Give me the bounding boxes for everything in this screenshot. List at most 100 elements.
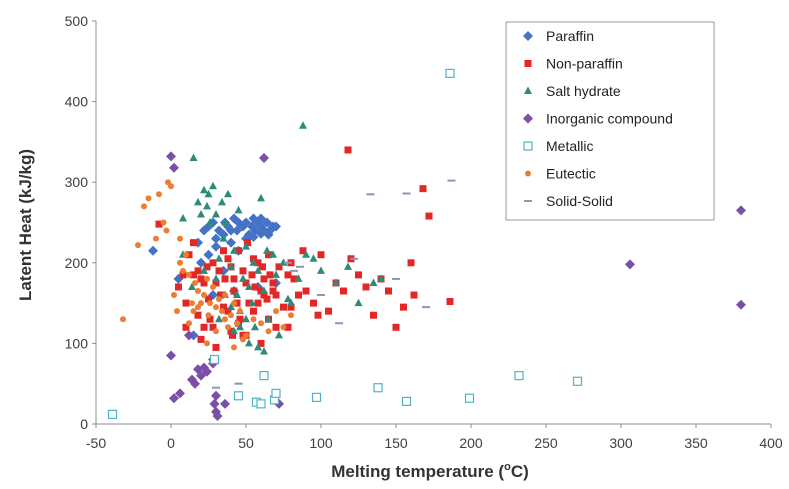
legend-item: Solid-Solid [524,193,613,209]
data-point [207,300,213,307]
x-axis-title-tail: C) [511,462,529,481]
data-point [265,328,272,335]
x-tick-label: 350 [684,435,708,451]
data-point [212,386,220,389]
data-point [310,299,317,307]
data-point [148,245,158,256]
data-point [190,308,197,315]
data-point [241,217,251,228]
data-point [464,393,475,403]
data-point [222,292,228,299]
data-point [272,270,280,278]
data-point [232,225,242,236]
y-tick-label: 100 [65,335,89,351]
data-point [220,303,227,311]
data-point [249,258,258,266]
x-axis-title-main: Melting temperature ( [331,462,504,481]
data-point [280,303,287,311]
data-point [256,399,266,409]
data-point [215,254,223,262]
data-point [236,322,244,331]
data-point [212,209,220,218]
data-point [239,274,247,282]
data-point [260,291,268,299]
data-point [257,287,265,295]
data-point [183,251,189,258]
data-point [239,267,247,275]
series-inorganic-compound [166,151,746,421]
x-tick-label: 250 [534,435,558,451]
data-point [245,299,253,307]
data-point [169,162,179,173]
data-point [186,271,192,278]
tick-labels: -50 0 50 100 150 200 250 300 350 400 0 100 200 300 400… [65,13,783,451]
y-tick-label: 200 [65,255,89,271]
data-point [256,228,266,239]
data-point [242,279,250,287]
data-point [120,316,126,323]
data-point [156,191,162,198]
data-point [355,271,362,279]
data-point [273,308,279,315]
data-point [233,391,244,401]
legend-marker [523,141,533,151]
data-point [385,287,392,295]
data-point [177,235,183,242]
x-axis-title: Melting temperature (oC) [331,461,529,481]
data-point [234,382,243,385]
data-point [275,330,283,339]
data-point [625,259,635,270]
data-point [263,295,271,303]
data-point [250,307,257,315]
data-point [311,392,322,403]
x-axis-title-superscript: o [504,461,511,473]
data-point [205,295,212,303]
legend-marker [524,86,532,94]
data-point [219,308,225,315]
data-point [234,320,240,327]
data-point [514,371,524,381]
data-point [256,213,266,224]
series-metallic [107,68,583,419]
legend-marker [524,200,532,202]
data-point [254,266,262,274]
data-point [196,370,206,381]
data-point [206,315,214,323]
data-point [209,259,217,267]
data-point [212,279,220,287]
x-tick-label: 0 [167,435,175,451]
data-point [244,239,251,247]
series-non-paraffin [155,146,454,351]
data-point [354,298,363,307]
data-point [410,291,418,299]
data-point [220,247,227,255]
data-point [572,376,583,386]
data-point [175,388,185,399]
legend-marker [524,60,532,67]
data-point [296,265,304,268]
data-point [163,227,170,234]
legend-marker [523,113,533,124]
data-point [234,205,243,214]
y-tick-label: 400 [65,94,89,110]
data-point [219,234,228,242]
data-point [182,323,190,331]
data-point [204,275,210,282]
data-point [210,283,216,290]
data-point [221,275,229,283]
data-point [174,308,180,315]
data-point [288,312,294,319]
data-point [230,246,238,254]
data-point [248,298,256,307]
data-point [203,201,211,210]
legend-item: Eutectic [525,166,596,182]
data-point [194,267,202,275]
data-point [226,237,236,248]
data-point [295,291,302,299]
data-point [248,271,256,279]
data-point [275,263,283,271]
data-point [259,371,269,381]
data-point [254,299,262,307]
data-point [233,290,241,299]
